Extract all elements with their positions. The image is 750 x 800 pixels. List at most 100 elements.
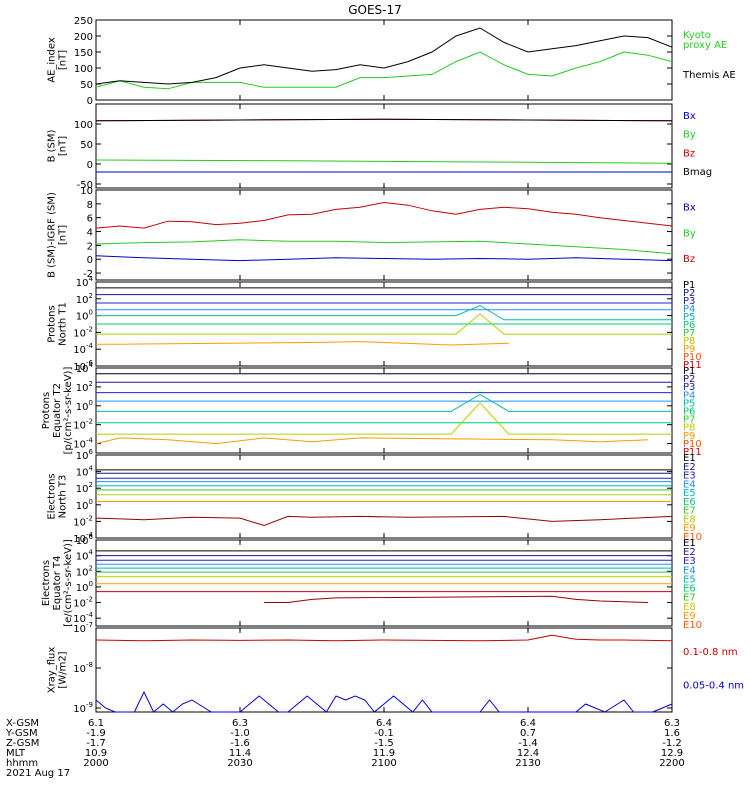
ephem-value: -1.9 [86,728,106,739]
ephem-value: 6.3 [664,718,680,729]
series-line-e10 [264,595,649,603]
panel-frame [95,19,673,101]
legend-item: P2 [683,374,695,385]
series-line-p5 [96,393,672,412]
legend-item: E1 [683,453,696,464]
legend-item: P2 [683,288,695,299]
legend-item: Kyoto [683,30,711,41]
legend-item: E6 [683,584,696,595]
legend-item: E10 [683,620,702,631]
y-tick-label: 100 [76,580,93,594]
legend-item: P11 [683,360,702,371]
y-tick-label: 0 [87,96,93,107]
legend-item: E5 [683,488,696,499]
y-tick-label: 104 [76,361,94,375]
legend-item: E3 [683,556,696,567]
legend-item: proxy AE [683,40,727,51]
y-tick-label: 106 [76,448,94,462]
legend-item: E3 [683,471,696,482]
legend-item: E8 [683,602,696,613]
legend-item: P3 [683,382,695,393]
y-axis-label: North T3 [58,475,69,519]
ephem-value: -1.6 [230,738,250,749]
y-tick-label: 50 [80,140,93,151]
ephem-label: X-GSM [6,718,39,729]
ephem-date: 2021 Aug 17 [6,768,70,779]
ephem-value: -1.4 [518,738,538,749]
y-axis-label: B (SM) [47,129,58,162]
legend-item: E4 [683,479,696,490]
y-axis-label: Protons [41,392,52,429]
ephem-value: 2100 [371,758,396,769]
series-line-bmag [95,118,673,122]
legend-item: P7 [683,328,695,339]
y-tick-label: 10-2 [73,325,93,339]
panel-xray: 10-7 10-8 10-9 Xray_flux [W/m2] 0.1-0.8 nm 0.0… [47,621,745,715]
legend-item: By [683,228,696,239]
legend-item: E10 [683,532,702,543]
y-tick-label: 100 [76,309,93,323]
ephem-value: -0.1 [374,728,394,739]
y-axis-label: AE_index [47,37,58,83]
legend-item: P5 [683,312,695,323]
y-tick-label: 150 [74,48,93,59]
ephem-value: 2000 [83,758,108,769]
legend-item: P5 [683,398,695,409]
panel-frame [95,103,673,189]
legend-item: 0.05-0.4 nm [683,680,744,691]
ephem-value: -1.0 [230,728,250,739]
series-line-p8 [96,341,509,346]
ephem-value: -1.7 [86,738,106,749]
panel-frame [95,454,673,539]
legend-item: P10 [683,439,702,450]
legend-item: E6 [683,497,696,508]
legend-item: E7 [683,506,696,517]
y-tick-label: 106 [76,533,94,547]
legend-item: E7 [683,593,696,604]
y-tick-label: 4 [87,228,93,239]
panel-frame [95,189,673,281]
y-axis-label: Xray_flux [47,647,58,694]
legend-item: P9 [683,431,695,442]
y-tick-label: 200 [74,32,93,43]
legend-item: By [683,130,696,141]
legend-item: P4 [683,304,695,315]
ephem-label: Y-GSM [5,728,38,739]
y-axis-label: North T1 [58,302,69,346]
legend-item: 0.1-0.8 nm [683,647,738,658]
legend-item: P11 [683,447,702,458]
ephem-value: 12.9 [661,748,683,759]
legend-item: P8 [683,336,695,347]
legend-item: E2 [683,462,696,473]
ephem-value: 1.6 [664,728,680,739]
ephem-value: 10.9 [85,748,107,759]
ephem-value: 6.1 [88,718,104,729]
y-tick-label: 50 [80,80,93,91]
y-tick-label: 10-9 [73,701,93,715]
panel-frame [95,367,673,454]
y-tick-label: 10-2 [73,514,93,528]
series-line-by [95,239,673,255]
y-tick-label: 100 [74,120,93,131]
ephem-value: -1.2 [662,738,682,749]
y-tick-label: 102 [76,481,93,495]
y-tick-label: 8 [87,200,93,211]
legend-item: P1 [683,280,695,291]
legend-item: Bx [683,203,696,214]
series-line-themis-ae [95,27,673,85]
y-tick-label: 102 [76,292,93,306]
series-line-p7 [96,402,672,435]
series-line-p5 [96,304,672,321]
y-axis-label: [nT] [58,136,69,156]
y-axis-label: Protons [47,305,58,342]
legend-item: P6 [683,407,695,418]
legend-item: E5 [683,574,696,585]
ephem-label: hhmm [6,758,38,769]
series-line-p7 [96,313,672,335]
y-tick-label: -2 [83,269,93,280]
ephem-value: 2030 [227,758,252,769]
